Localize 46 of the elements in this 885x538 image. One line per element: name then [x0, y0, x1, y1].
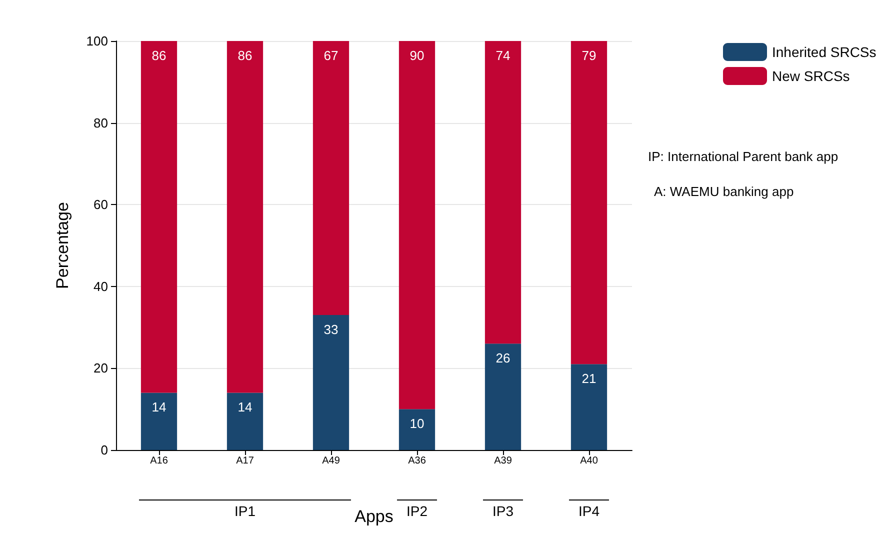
y-tick-label: 80 — [94, 115, 108, 130]
text: IP: International Parent bank app — [648, 149, 838, 164]
y-tick-label: 40 — [94, 278, 108, 294]
bar — [312, 315, 350, 450]
bar — [226, 392, 264, 450]
data-label: 14 — [238, 400, 252, 415]
y-tick-label: 100 — [86, 34, 108, 48]
data-label: 79 — [582, 48, 596, 63]
bar — [226, 41, 264, 393]
data-label: 86 — [238, 48, 252, 63]
legend-label: New SRCSs — [772, 68, 850, 84]
x-tick-label: A17 — [236, 456, 254, 466]
text: IP2 — [406, 503, 428, 519]
bar — [570, 364, 608, 450]
data-label: 10 — [410, 416, 424, 432]
data-label: 67 — [324, 48, 338, 63]
y-tick-label: 20 — [94, 360, 108, 376]
data-label: 33 — [324, 322, 338, 338]
x-axis-title: Apps — [354, 507, 394, 526]
bar — [570, 41, 608, 364]
bar — [398, 409, 436, 450]
bar — [484, 344, 522, 450]
x-tick-label: A49 — [322, 456, 340, 466]
y-axis-title: Percentage — [53, 202, 72, 289]
bar — [398, 41, 436, 410]
x-tick-label: A40 — [580, 456, 598, 466]
text: IP1 — [234, 503, 256, 519]
data-label: 26 — [496, 350, 510, 366]
text: A: WAEMU banking app — [654, 184, 794, 199]
data-label: 21 — [582, 371, 596, 386]
data-label: 74 — [496, 48, 510, 63]
x-tick-label: A16 — [150, 456, 168, 466]
text: IP4 — [578, 503, 600, 519]
y-tick-label: 0 — [100, 442, 108, 458]
text: IP3 — [492, 503, 514, 519]
bar — [140, 392, 178, 450]
data-label: 90 — [410, 48, 424, 63]
y-tick-label: 60 — [94, 197, 108, 212]
data-label: 86 — [152, 48, 166, 63]
x-tick-label: A39 — [494, 456, 512, 466]
bar — [484, 41, 522, 344]
x-tick-label: A36 — [408, 456, 426, 466]
bar — [312, 41, 350, 316]
legend-label: Inherited SRCSs — [772, 44, 876, 60]
bar — [140, 41, 178, 393]
data-label: 14 — [152, 400, 166, 415]
